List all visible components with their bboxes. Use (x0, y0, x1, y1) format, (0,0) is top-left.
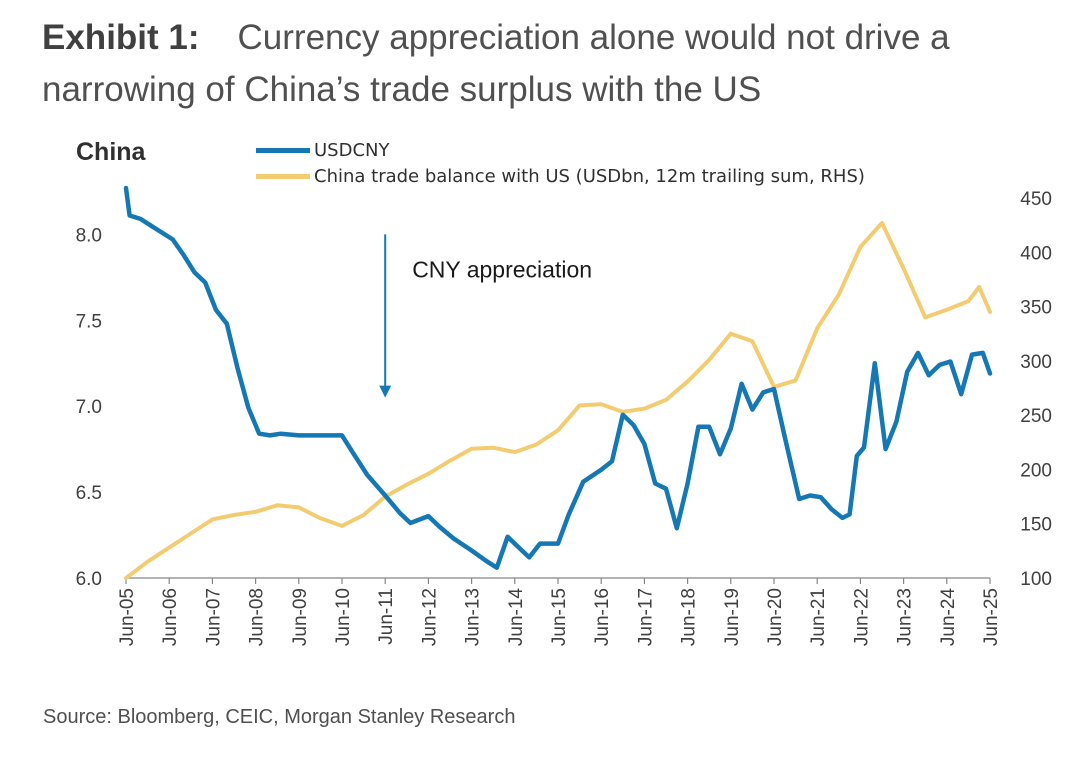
exhibit-title: Exhibit 1: Currency appreciation alone wo… (42, 12, 1052, 116)
y-right-tick-label: 450 (1020, 189, 1052, 210)
x-tick-label: Jun-11 (376, 588, 397, 645)
x-tick-label: Jun-07 (203, 588, 224, 646)
trade-balance-line (124, 221, 992, 580)
x-tick-label: Jun-21 (808, 588, 829, 646)
x-tick-label: Jun-05 (117, 588, 138, 646)
legend-item-usdcny: USDCNY (256, 138, 390, 162)
y-right-tick-label: 100 (1020, 569, 1052, 590)
exhibit-title-text: Currency appreciation alone would not dr… (42, 18, 950, 109)
legend-label-trade-balance: China trade balance with US (USDbn, 12m … (314, 165, 865, 187)
x-tick-label: Jun-22 (851, 588, 872, 646)
legend-swatch-usdcny (256, 147, 310, 153)
legend-item-trade-balance: China trade balance with US (USDbn, 12m … (256, 164, 865, 188)
y-left-tick-label: 7.0 (76, 397, 102, 418)
source-note: Source: Bloomberg, CEIC, Morgan Stanley … (43, 706, 516, 728)
annotation-arrow-head (379, 385, 392, 398)
y-left-tick-label: 6.0 (76, 569, 102, 590)
y-right-tick-label: 200 (1020, 460, 1052, 481)
x-tick-label: Jun-25 (981, 588, 1002, 646)
y-right-tick-label: 250 (1020, 406, 1052, 427)
x-tick-label: Jun-13 (463, 588, 484, 646)
y-right-tick-label: 150 (1020, 515, 1052, 536)
y-left-tick-label: 7.5 (76, 311, 102, 332)
y-right-tick-label: 300 (1020, 352, 1052, 373)
region-label: China (76, 138, 146, 166)
x-tick-label: Jun-10 (333, 588, 354, 646)
x-tick-label: Jun-09 (290, 588, 311, 646)
axes-layer: Jun-05 Jun-06 Jun-07 Jun-08 Jun-09 Jun-10 Jun-… (76, 189, 1052, 646)
y-right-tick-label: 400 (1020, 243, 1052, 264)
x-tick-label: Jun-20 (765, 588, 786, 646)
x-tick-label: Jun-08 (247, 588, 268, 646)
x-tick-label: Jun-14 (506, 588, 527, 647)
x-tick-label: Jun-23 (895, 588, 916, 646)
y-right-tick-label: 350 (1020, 298, 1052, 319)
annotation-text: CNY appreciation (412, 256, 592, 282)
x-tick-label: Jun-12 (419, 588, 440, 646)
chart-area: Jun-05 Jun-06 Jun-07 Jun-08 Jun-09 Jun-10 Jun-… (76, 185, 1052, 646)
x-tick-label: Jun-16 (592, 588, 613, 646)
x-tick-label: Jun-06 (160, 588, 181, 646)
y-left-tick-label: 8.0 (76, 225, 102, 246)
usdcny-line (123, 185, 993, 570)
x-tick-label: Jun-17 (635, 588, 656, 646)
x-tick-label: Jun-18 (679, 588, 700, 646)
annotation-layer: CNY appreciation (379, 234, 592, 398)
y-left-tick-label: 6.5 (76, 483, 102, 504)
legend-label-usdcny: USDCNY (314, 139, 390, 161)
exhibit-label: Exhibit 1: (42, 18, 200, 57)
legend-swatch-trade-balance (256, 173, 310, 179)
x-tick-label: Jun-19 (722, 588, 743, 646)
x-tick-label: Jun-15 (549, 588, 570, 646)
x-tick-label: Jun-24 (938, 588, 959, 647)
